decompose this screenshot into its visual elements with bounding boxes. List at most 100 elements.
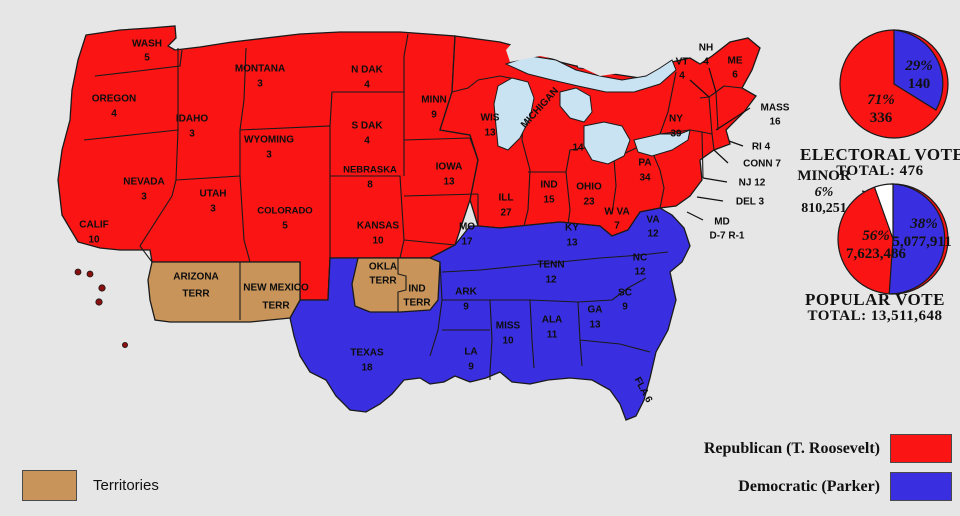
callout-nh: NH 4	[699, 43, 717, 93]
state-label-idaho: IDAHO 3	[176, 114, 208, 140]
state-name-ill: ILL	[499, 193, 514, 204]
legend-label-democratic: Democratic (Parker)	[738, 477, 880, 495]
state-label-calif: CALIF 10	[79, 220, 108, 246]
state-label-sdak: S DAK 4	[351, 121, 383, 147]
state-label-miss: MISS 10	[496, 321, 521, 347]
state-votes-montana: 3	[257, 79, 263, 90]
state-name-wash: WASH	[132, 39, 162, 50]
state-name-tenn: TENN	[537, 260, 564, 271]
state-callout-labels: VT 4 NH 4 ME 6 MASS 16 RI 4 CONN 7 NJ 12 DEL 3 MD D-7…	[676, 43, 790, 242]
state-votes-utah: 3	[210, 204, 216, 215]
state-name-wva: W VA	[604, 207, 629, 218]
state-votes-ohio: 23	[583, 197, 595, 208]
territory-name-okla: OKLA	[369, 262, 397, 273]
legend-label-territories: Territories	[93, 477, 159, 494]
state-borders-south	[429, 251, 669, 380]
state-votes-calif: 10	[88, 235, 100, 246]
territories-region[interactable]	[147, 257, 441, 323]
state-votes-nc: 12	[634, 267, 646, 278]
legend-swatch-democratic	[890, 472, 952, 501]
callout-sub-nh: 4	[703, 57, 709, 68]
state-votes-colorado: 5	[282, 221, 288, 232]
callout-me: ME 6	[728, 56, 743, 81]
state-name-ark: ARK	[455, 287, 477, 298]
state-name-colorado: COLORADO	[257, 206, 312, 217]
minor-vote-callout: MINOR 6% 810,251	[780, 168, 868, 217]
electoral-pie-labels: 29% 140 71% 336	[867, 58, 933, 126]
state-label-ill: ILL 27	[499, 193, 514, 219]
state-label-pa: PA 34	[638, 158, 651, 184]
territory-legend[interactable]: Territories	[22, 470, 159, 501]
state-votes-va: 12	[647, 229, 659, 240]
state-label-montana: MONTANA 3	[235, 64, 285, 90]
legend-swatch-territories	[22, 470, 77, 501]
state-name-ohio: OHIO	[576, 182, 602, 193]
callout-name-conn: CONN 7	[743, 159, 781, 170]
state-votes-kansas: 10	[372, 236, 384, 247]
callout-name-vt: VT	[676, 57, 689, 68]
leader-line-md	[686, 211, 704, 221]
territory-label-ind-terr: IND TERR	[403, 284, 431, 309]
territory-name-ind-terr: IND	[408, 284, 425, 295]
party-legend[interactable]: Republican (T. Roosevelt) Democratic (Pa…	[690, 434, 952, 501]
callout-sub-vt: 4	[679, 71, 685, 82]
callout-name-mass: MASS	[761, 103, 790, 114]
state-label-wyoming: WYOMING 3	[244, 135, 294, 161]
state-votes-ga: 13	[589, 320, 601, 331]
svg-text:14: 14	[572, 143, 584, 154]
state-votes-miss: 10	[502, 336, 514, 347]
state-name-nevada: NEVADA	[123, 177, 164, 188]
territory-label-okla: OKLA TERR	[369, 262, 398, 287]
state-label-nevada: NEVADA 3	[123, 177, 164, 203]
callout-del: DEL 3	[696, 196, 765, 208]
state-name-wyoming: WYOMING	[244, 135, 294, 146]
state-votes-ark: 9	[463, 302, 469, 313]
state-votes-oregon: 4	[111, 109, 117, 120]
state-label-colorado: COLORADO 5	[257, 206, 312, 232]
state-name-la: LA	[464, 347, 477, 358]
electoral-vote-total: TOTAL: 476	[836, 163, 924, 179]
state-label-ala: ALA 11	[542, 315, 563, 341]
state-votes-minn: 9	[431, 110, 437, 121]
leader-line-vt	[689, 79, 710, 98]
state-votes-sdak: 4	[364, 136, 370, 147]
state-label-tenn: TENN 12	[537, 260, 564, 286]
state-label-iowa: IOWA 13	[436, 162, 463, 188]
callout-md: MD D-7 R-1	[686, 211, 745, 242]
popular-dem-pct: 38%	[909, 216, 938, 232]
legend-item-republican[interactable]: Republican (T. Roosevelt)	[690, 434, 952, 463]
channel-islands	[74, 268, 129, 348]
state-label-kansas: KANSAS 10	[357, 221, 400, 247]
callout-nj: NJ 12	[702, 177, 766, 189]
state-name-ind: IND	[540, 180, 557, 191]
state-name-ga: GA	[588, 305, 603, 316]
state-name-miss: MISS	[496, 321, 521, 332]
state-votes-nevada: 3	[141, 192, 147, 203]
state-label-minn: MINN 9	[421, 95, 447, 121]
territory-sub-new-mexico: TERR	[262, 301, 290, 312]
state-votes-iowa: 13	[443, 177, 455, 188]
territory-label-arizona: ARIZONA TERR	[173, 272, 219, 300]
popular-democratic-slice	[888, 183, 946, 295]
popular-vote-pie-chart[interactable]	[834, 180, 952, 298]
state-votes-mo: 17	[461, 237, 473, 248]
state-votes-ind: 15	[543, 195, 555, 206]
electoral-map[interactable]: WASH 5 OREGON 4 CALIF 10 NEVADA 3 IDAHO 3 MONTANA 3…	[0, 0, 800, 470]
callout-ri: RI 4	[728, 140, 771, 153]
state-name-sc: SC	[618, 288, 632, 299]
state-votes-sc: 9	[622, 302, 628, 313]
state-votes-texas: 18	[361, 363, 373, 374]
electoral-rep-votes: 336	[870, 110, 893, 126]
territory-sub-ind-terr: TERR	[403, 298, 431, 309]
state-votes-tenn: 12	[545, 275, 557, 286]
state-label-nebraska: NEBRASKA 8	[343, 165, 397, 191]
callout-name-nj: NJ 12	[739, 178, 766, 189]
state-name-wis: WIS	[481, 113, 500, 124]
state-votes-wash: 5	[144, 53, 150, 64]
electoral-vote-pie-chart[interactable]	[838, 28, 950, 140]
legend-item-democratic[interactable]: Democratic (Parker)	[690, 472, 952, 501]
leader-line-mass	[715, 107, 751, 131]
popular-minor-slice	[873, 183, 894, 240]
state-votes-nebraska: 8	[367, 180, 373, 191]
state-votes-ny: 39	[670, 129, 682, 140]
